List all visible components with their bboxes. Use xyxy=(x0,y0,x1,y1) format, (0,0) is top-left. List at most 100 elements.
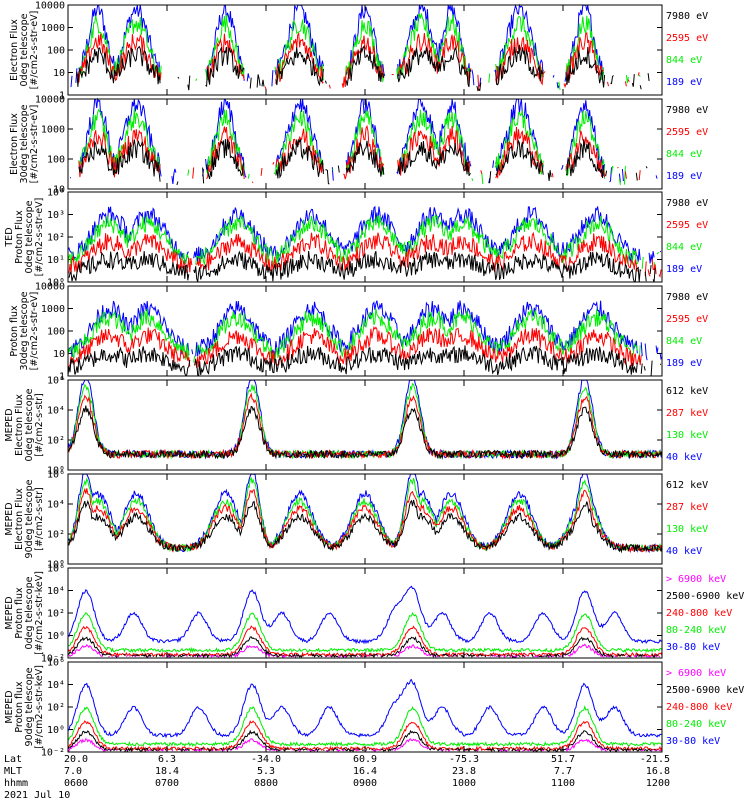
y-axis-label-line: Proton flux xyxy=(9,305,20,357)
y-tick-label: 100 xyxy=(47,155,65,166)
y-tick-label: 10⁰ xyxy=(47,466,65,477)
x-tick-label-hhmm: 0600 xyxy=(64,778,88,789)
y-axis-label-line: MEPED xyxy=(4,596,15,629)
legend-entry: 2595 eV xyxy=(666,33,708,44)
y-axis-label-line: 90deg telescope xyxy=(24,479,35,558)
y-tick-label: 10⁴ xyxy=(47,406,65,417)
x-row-label-lat: Lat xyxy=(4,754,22,765)
y-axis-label-line: [#/cm2-s-str-keV] xyxy=(34,571,45,655)
y-tick-label: 10000 xyxy=(35,282,65,293)
y-axis-label-line: MEPED xyxy=(4,690,15,723)
series-trace xyxy=(67,392,663,460)
x-row-label-hhmm: hhmm xyxy=(4,778,28,789)
y-tick-label: 10⁰ xyxy=(47,278,65,289)
legend-entry: 844 eV xyxy=(666,55,702,66)
y-tick-label: 10⁴ xyxy=(47,188,65,199)
y-axis-label-line: [#/cm2-s-str-eV] xyxy=(29,11,40,90)
x-tick-label-lat: -75.3 xyxy=(449,754,479,765)
series-trace xyxy=(67,737,662,753)
legend-entry: 844 eV xyxy=(666,336,702,347)
y-tick-label: 10² xyxy=(47,703,65,714)
y-axis-label-line: 0deg telescope xyxy=(24,200,35,273)
legend-entry: 30-80 keV xyxy=(666,736,720,747)
y-tick-label: 1 xyxy=(59,372,65,383)
y-tick-label: 10⁰ xyxy=(47,560,65,571)
series-trace xyxy=(67,382,663,460)
y-tick-label: 10 xyxy=(53,185,65,196)
y-axis-label-line: [#/cm2-s-str] xyxy=(34,487,45,550)
y-tick-label: 10⁻² xyxy=(41,748,65,759)
y-tick-label: 10⁶ xyxy=(47,564,65,575)
legend-entry: 2595 eV xyxy=(666,127,708,138)
y-axis-label-line: TED xyxy=(4,227,15,247)
series-trace xyxy=(67,345,662,377)
y-tick-label: 1000 xyxy=(41,125,65,136)
y-tick-label: 10000 xyxy=(35,1,65,12)
y-tick-label: 10000 xyxy=(35,95,65,106)
y-axis-label-line: 0deg telescope xyxy=(19,13,30,86)
y-axis-label-line: [#/cm2-s-str-eV] xyxy=(34,198,45,277)
x-row-label-mlt: MLT xyxy=(4,766,22,777)
panel-frame xyxy=(67,473,663,565)
x-tick-label-hhmm: 0900 xyxy=(353,778,377,789)
y-axis-label-line: MEPED xyxy=(4,408,15,441)
legend-entry: 130 keV xyxy=(666,430,708,441)
x-tick-label-mlt: 7.7 xyxy=(554,766,572,777)
panel-frame xyxy=(67,285,663,377)
x-tick-label-hhmm: 1000 xyxy=(452,778,476,789)
legend-entry: 240-800 keV xyxy=(666,608,732,619)
legend-entry: 40 keV xyxy=(666,452,702,463)
legend-entry: 7980 eV xyxy=(666,198,708,209)
legend-entry: 287 keV xyxy=(666,408,708,419)
x-tick-label-hhmm: 1200 xyxy=(646,778,670,789)
x-tick-label-lat: 60.9 xyxy=(353,754,377,765)
series-trace xyxy=(67,679,663,739)
series-trace xyxy=(67,379,663,460)
x-tick-label-lat: -21.5 xyxy=(640,754,670,765)
y-tick-label: 10⁻² xyxy=(41,654,65,665)
y-tick-label: 10⁶ xyxy=(47,470,65,481)
y-tick-label: 10⁴ xyxy=(47,586,65,597)
y-axis-label-line: Proton flux xyxy=(14,681,25,733)
legend-entry: 612 keV xyxy=(666,386,708,397)
x-tick-label-lat: 6.3 xyxy=(158,754,176,765)
legend-entry: 287 keV xyxy=(666,502,708,513)
y-tick-label: 10⁴ xyxy=(47,680,65,691)
series-trace xyxy=(68,300,663,361)
y-tick-label: 100 xyxy=(47,327,65,338)
legend-entry: 7980 eV xyxy=(666,292,708,303)
y-axis-label-line: [#/cm2-s-str] xyxy=(34,393,45,456)
series-trace xyxy=(68,499,663,554)
y-axis-label-line: 30deg telescope xyxy=(19,104,30,183)
x-tick-label-lat: 20.0 xyxy=(64,754,88,765)
legend-entry: 40 keV xyxy=(666,546,702,557)
x-tick-label-mlt: 18.4 xyxy=(155,766,179,777)
series-trace xyxy=(67,611,663,654)
y-tick-label: 1 xyxy=(59,91,65,102)
panel-7: 10⁻² 10⁰ 10² 10⁴ 10⁶ MEPED Proton flux 0deg tel… xyxy=(4,564,744,665)
y-tick-label: 10⁰ xyxy=(47,631,65,642)
panel-frame xyxy=(67,4,663,96)
panel-frame xyxy=(67,567,663,659)
x-tick-label-lat: -34.0 xyxy=(251,754,281,765)
y-axis-label-line: [#/cm2-s-str-eV] xyxy=(29,292,40,371)
y-axis-label-line: Proton Flux xyxy=(14,210,25,264)
y-axis-label-line: MEPED xyxy=(4,502,15,535)
legend-entry: 240-800 keV xyxy=(666,702,732,713)
legend-entry: 2500-6900 keV xyxy=(666,685,744,696)
legend-entry: 189 eV xyxy=(666,264,702,275)
panel-6: 10⁰ 10² 10⁴ 10⁶ MEPED Electron Flux 90deg tele… xyxy=(4,470,708,571)
y-tick-label: 10⁰ xyxy=(47,725,65,736)
x-tick-label-mlt: 23.8 xyxy=(452,766,476,777)
legend-entry: 7980 eV xyxy=(666,11,708,22)
legend-entry: 2595 eV xyxy=(666,314,708,325)
y-tick-label: 10 xyxy=(53,68,65,79)
panel-2: 10 100 1000 10000 Electron Flux 30deg telesco… xyxy=(9,95,708,196)
y-tick-label: 10 xyxy=(53,349,65,360)
y-axis-label-line: 30deg telescope xyxy=(19,291,30,370)
x-tick-label-mlt: 7.0 xyxy=(64,766,82,777)
legend-entry: 130 keV xyxy=(666,524,708,535)
y-tick-label: 1000 xyxy=(41,304,65,315)
y-axis-label-line: [#/cm2-s-str-eV] xyxy=(29,105,40,184)
